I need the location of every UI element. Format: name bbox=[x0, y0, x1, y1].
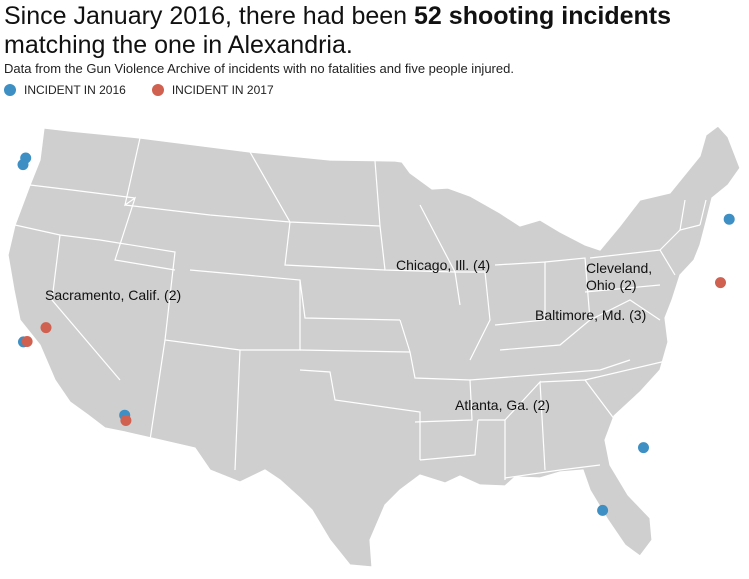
border-tn bbox=[469, 359, 631, 381]
incident-markers bbox=[17, 152, 735, 516]
border-wi-il bbox=[419, 204, 491, 361]
headline-suffix: matching the one in Alexandria. bbox=[4, 31, 353, 59]
label-sacramento: Sacramento, Calif. (2) bbox=[45, 287, 181, 303]
border-nm bbox=[149, 339, 241, 471]
border-mt-wy bbox=[124, 204, 291, 223]
border-co bbox=[189, 269, 301, 351]
border-mo-ar bbox=[399, 319, 473, 423]
headline-bold: 52 shooting incidents bbox=[414, 2, 672, 30]
legend-item-2017: INCIDENT IN 2017 bbox=[151, 83, 274, 97]
land bbox=[7, 125, 741, 568]
legend: INCIDENT IN 2016 INCIDENT IN 2017 bbox=[4, 83, 300, 97]
legend-label-2016: INCIDENT IN 2016 bbox=[24, 83, 126, 97]
border-ne-ks bbox=[299, 279, 411, 353]
headline: Since January 2016, there had been 52 sh… bbox=[4, 2, 744, 60]
incident-marker-2017 bbox=[715, 277, 726, 289]
incident-marker-2017 bbox=[21, 336, 33, 347]
border-ne-states bbox=[659, 199, 707, 251]
legend-label-2017: INCIDENT IN 2017 bbox=[171, 83, 274, 97]
border-mn-ia bbox=[374, 160, 461, 306]
label-baltimore: Baltimore, Md. (3) bbox=[535, 307, 646, 323]
border-fl bbox=[504, 464, 601, 479]
state-borders bbox=[14, 137, 707, 480]
incident-marker-2016 bbox=[723, 213, 735, 225]
border-mi-in bbox=[494, 261, 546, 326]
incident-marker-2017 bbox=[120, 415, 132, 426]
legend-item-2016: INCIDENT IN 2016 bbox=[4, 83, 126, 97]
incident-marker-2016 bbox=[597, 504, 609, 516]
label-cleveland-line2: Ohio (2) bbox=[586, 277, 637, 293]
us-landmass bbox=[7, 125, 741, 568]
label-cleveland-line1: Cleveland, bbox=[586, 260, 652, 276]
label-atlanta: Atlanta, Ga. (2) bbox=[455, 397, 550, 413]
border-wa-or bbox=[29, 184, 136, 199]
label-chicago: Chicago, Ill. (4) bbox=[396, 257, 490, 273]
incident-marker-2016 bbox=[638, 442, 649, 454]
incident-marker-2017 bbox=[40, 322, 52, 334]
border-nd-sd bbox=[249, 151, 386, 271]
border-ut-az bbox=[99, 239, 241, 351]
border-va-nc bbox=[584, 299, 671, 381]
legend-dot-2017 bbox=[151, 84, 164, 96]
border-ok-tx bbox=[299, 369, 421, 460]
border-nv-ca bbox=[51, 234, 121, 381]
city-labels: Sacramento, Calif. (2) Chicago, Ill. (4)… bbox=[45, 257, 652, 413]
headline-prefix: Since January 2016, there had been bbox=[4, 2, 415, 30]
incident-marker-2016 bbox=[17, 159, 29, 171]
subhead: Data from the Gun Violence Archive of in… bbox=[4, 61, 514, 76]
legend-dot-2016 bbox=[4, 84, 16, 96]
border-id bbox=[114, 137, 176, 271]
